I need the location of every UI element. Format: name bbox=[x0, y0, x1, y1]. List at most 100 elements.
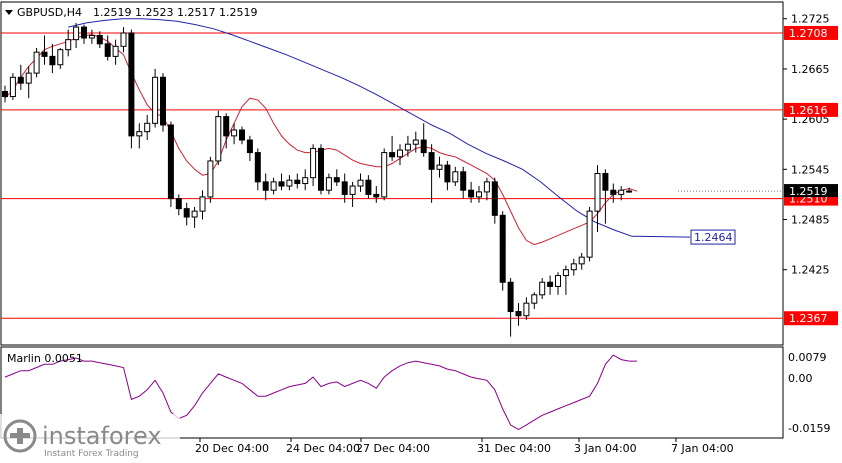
candle bbox=[444, 160, 451, 191]
candle-body bbox=[523, 302, 530, 317]
candle bbox=[476, 186, 482, 203]
candle-body bbox=[333, 177, 340, 183]
candle bbox=[49, 43, 56, 74]
candle bbox=[160, 73, 166, 132]
candle bbox=[33, 48, 40, 78]
candle bbox=[618, 186, 625, 201]
price-tick-label: 1.2725 bbox=[791, 13, 830, 26]
candle bbox=[507, 278, 514, 337]
candle-body bbox=[404, 143, 411, 151]
candle bbox=[175, 194, 182, 216]
level-label-text: 1.2367 bbox=[789, 312, 828, 325]
candle-body bbox=[73, 26, 80, 41]
candle bbox=[452, 166, 459, 187]
candle-body bbox=[499, 214, 506, 283]
candle-body bbox=[128, 32, 135, 137]
candle bbox=[341, 173, 348, 203]
candle bbox=[333, 169, 340, 187]
candle-body bbox=[594, 173, 601, 212]
candle bbox=[167, 121, 174, 207]
candle-body bbox=[262, 181, 269, 191]
candle-body bbox=[531, 294, 538, 304]
candle bbox=[586, 206, 593, 262]
candle-body bbox=[160, 76, 166, 126]
candle-body bbox=[570, 263, 577, 271]
candle-body bbox=[626, 190, 633, 193]
candle bbox=[594, 165, 601, 233]
candle-body bbox=[428, 152, 435, 170]
candle bbox=[468, 181, 475, 203]
candle bbox=[499, 211, 506, 291]
candle bbox=[365, 175, 372, 199]
candle-body bbox=[254, 152, 261, 183]
candle-body bbox=[491, 181, 498, 216]
ma-slow-polyline bbox=[68, 18, 632, 237]
time-tick-label: 20 Dec 04:00 bbox=[195, 442, 269, 455]
candle-body bbox=[199, 196, 206, 212]
candle-body bbox=[618, 189, 625, 195]
indicator-label: Marlin 0.0051 bbox=[7, 352, 83, 365]
candle-body bbox=[539, 281, 546, 296]
candle bbox=[2, 85, 8, 103]
candle bbox=[381, 148, 388, 201]
candle bbox=[302, 169, 309, 191]
candle-body bbox=[183, 208, 190, 218]
candle bbox=[286, 175, 293, 191]
candle-body bbox=[452, 171, 459, 183]
candle-body bbox=[389, 152, 396, 158]
candle-body bbox=[610, 189, 617, 195]
time-tick-label: 27 Dec 04:00 bbox=[356, 442, 430, 455]
candle bbox=[523, 297, 530, 320]
ohlc-label: 1.2519 1.2523 1.2517 1.2519 bbox=[93, 6, 257, 19]
candle bbox=[555, 272, 561, 295]
candle bbox=[539, 278, 546, 299]
candle bbox=[57, 48, 64, 69]
candle bbox=[404, 135, 411, 157]
candle bbox=[73, 22, 80, 49]
candle-body bbox=[17, 76, 24, 84]
price-tick-label: 1.2665 bbox=[791, 63, 830, 76]
dropdown-triangle-icon[interactable] bbox=[5, 10, 13, 15]
time-tick-label: 7 Jan 04:00 bbox=[671, 442, 734, 455]
candle-body bbox=[41, 51, 48, 57]
candle-body bbox=[444, 164, 451, 183]
candle bbox=[128, 29, 135, 149]
candles bbox=[2, 22, 633, 337]
candle-body bbox=[357, 179, 364, 187]
candle-body bbox=[483, 181, 490, 193]
level-label-text: 1.2616 bbox=[789, 104, 828, 117]
candle-body bbox=[294, 179, 301, 185]
candle-body bbox=[65, 39, 72, 51]
candle-body bbox=[325, 177, 332, 191]
time-tick-label: 24 Dec 04:00 bbox=[286, 442, 360, 455]
candle-body bbox=[239, 129, 245, 141]
candle bbox=[223, 113, 230, 149]
candle bbox=[262, 173, 269, 201]
candle-body bbox=[167, 124, 174, 200]
candle-body bbox=[144, 122, 151, 133]
candle-body bbox=[547, 281, 554, 287]
candle-body bbox=[9, 76, 16, 98]
candle-body bbox=[468, 189, 475, 198]
symbol-label: GBPUSD,H4 bbox=[17, 6, 82, 19]
candle bbox=[199, 190, 206, 220]
candle bbox=[294, 173, 301, 189]
ma-slow-extension bbox=[631, 235, 691, 238]
candle-body bbox=[602, 173, 609, 191]
candle-body bbox=[318, 147, 324, 191]
candle-body bbox=[302, 177, 309, 185]
candle bbox=[412, 131, 419, 153]
candle-body bbox=[81, 26, 87, 39]
candle bbox=[254, 148, 261, 191]
candle-body bbox=[555, 275, 561, 287]
oscillator-line bbox=[4, 354, 637, 431]
candle-body bbox=[96, 34, 103, 45]
level-label-bg bbox=[784, 25, 838, 40]
candle bbox=[17, 64, 24, 90]
current-price-text: 1.2519 bbox=[789, 185, 828, 198]
candle bbox=[420, 123, 427, 157]
svg-text:Instant Forex Trading: Instant Forex Trading bbox=[44, 449, 139, 459]
